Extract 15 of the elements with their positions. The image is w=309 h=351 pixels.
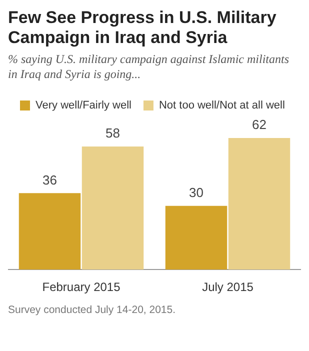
data-label: 30 bbox=[189, 184, 204, 200]
legend-label: Not too well/Not at all well bbox=[158, 100, 285, 112]
data-label: 58 bbox=[106, 126, 120, 141]
data-label: 36 bbox=[42, 172, 57, 188]
chart-title: Few See Progress in U.S. Military Campaign in Iraq and Syria bbox=[8, 8, 278, 48]
x-tick-label: February 2015 bbox=[42, 280, 121, 294]
x-tick-label: July 2015 bbox=[202, 280, 254, 294]
bar bbox=[82, 146, 144, 270]
legend-label: Very well/Fairly well bbox=[36, 100, 132, 112]
bar bbox=[228, 138, 290, 270]
text: Survey conducted July 14-20, 2015. bbox=[8, 304, 177, 316]
chart-subtitle: % saying U.S. military campaign against Islamic militants in Iraq and Syria is going... bbox=[8, 52, 290, 82]
bar bbox=[18, 193, 81, 270]
bar bbox=[165, 206, 228, 270]
data-label: 62 bbox=[252, 117, 266, 132]
